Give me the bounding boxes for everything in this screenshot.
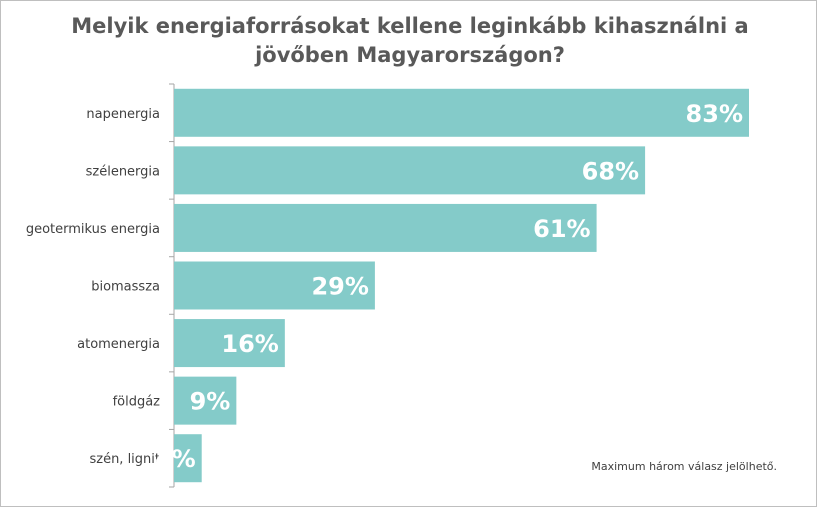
value-label: 4% (155, 445, 196, 473)
bar-1 (174, 146, 646, 195)
category-label: biomassza (91, 280, 160, 295)
value-label: 68% (582, 157, 639, 185)
value-label: 83% (686, 100, 743, 128)
value-label: 29% (311, 273, 368, 301)
category-label: atomenergia (77, 337, 160, 352)
bar-4 (174, 319, 285, 368)
bar-5 (174, 376, 237, 425)
category-label: napenergia (86, 107, 160, 122)
bar-2 (174, 203, 597, 252)
footnote: Maximum három válasz jelölhető. (591, 460, 777, 473)
bar-6 (174, 434, 202, 483)
category-label: szélenergia (86, 164, 160, 179)
chart-title: Melyik energiaforrásokat kellene leginká… (71, 14, 749, 67)
category-label: szén, lignit (89, 452, 160, 467)
value-label: 9% (190, 388, 231, 416)
category-label: földgáz (113, 395, 161, 410)
bar-3 (174, 261, 375, 310)
category-label: geotermikus energia (26, 222, 160, 237)
value-label: 61% (533, 215, 590, 243)
value-label: 16% (221, 330, 278, 358)
bar-0 (174, 88, 749, 137)
